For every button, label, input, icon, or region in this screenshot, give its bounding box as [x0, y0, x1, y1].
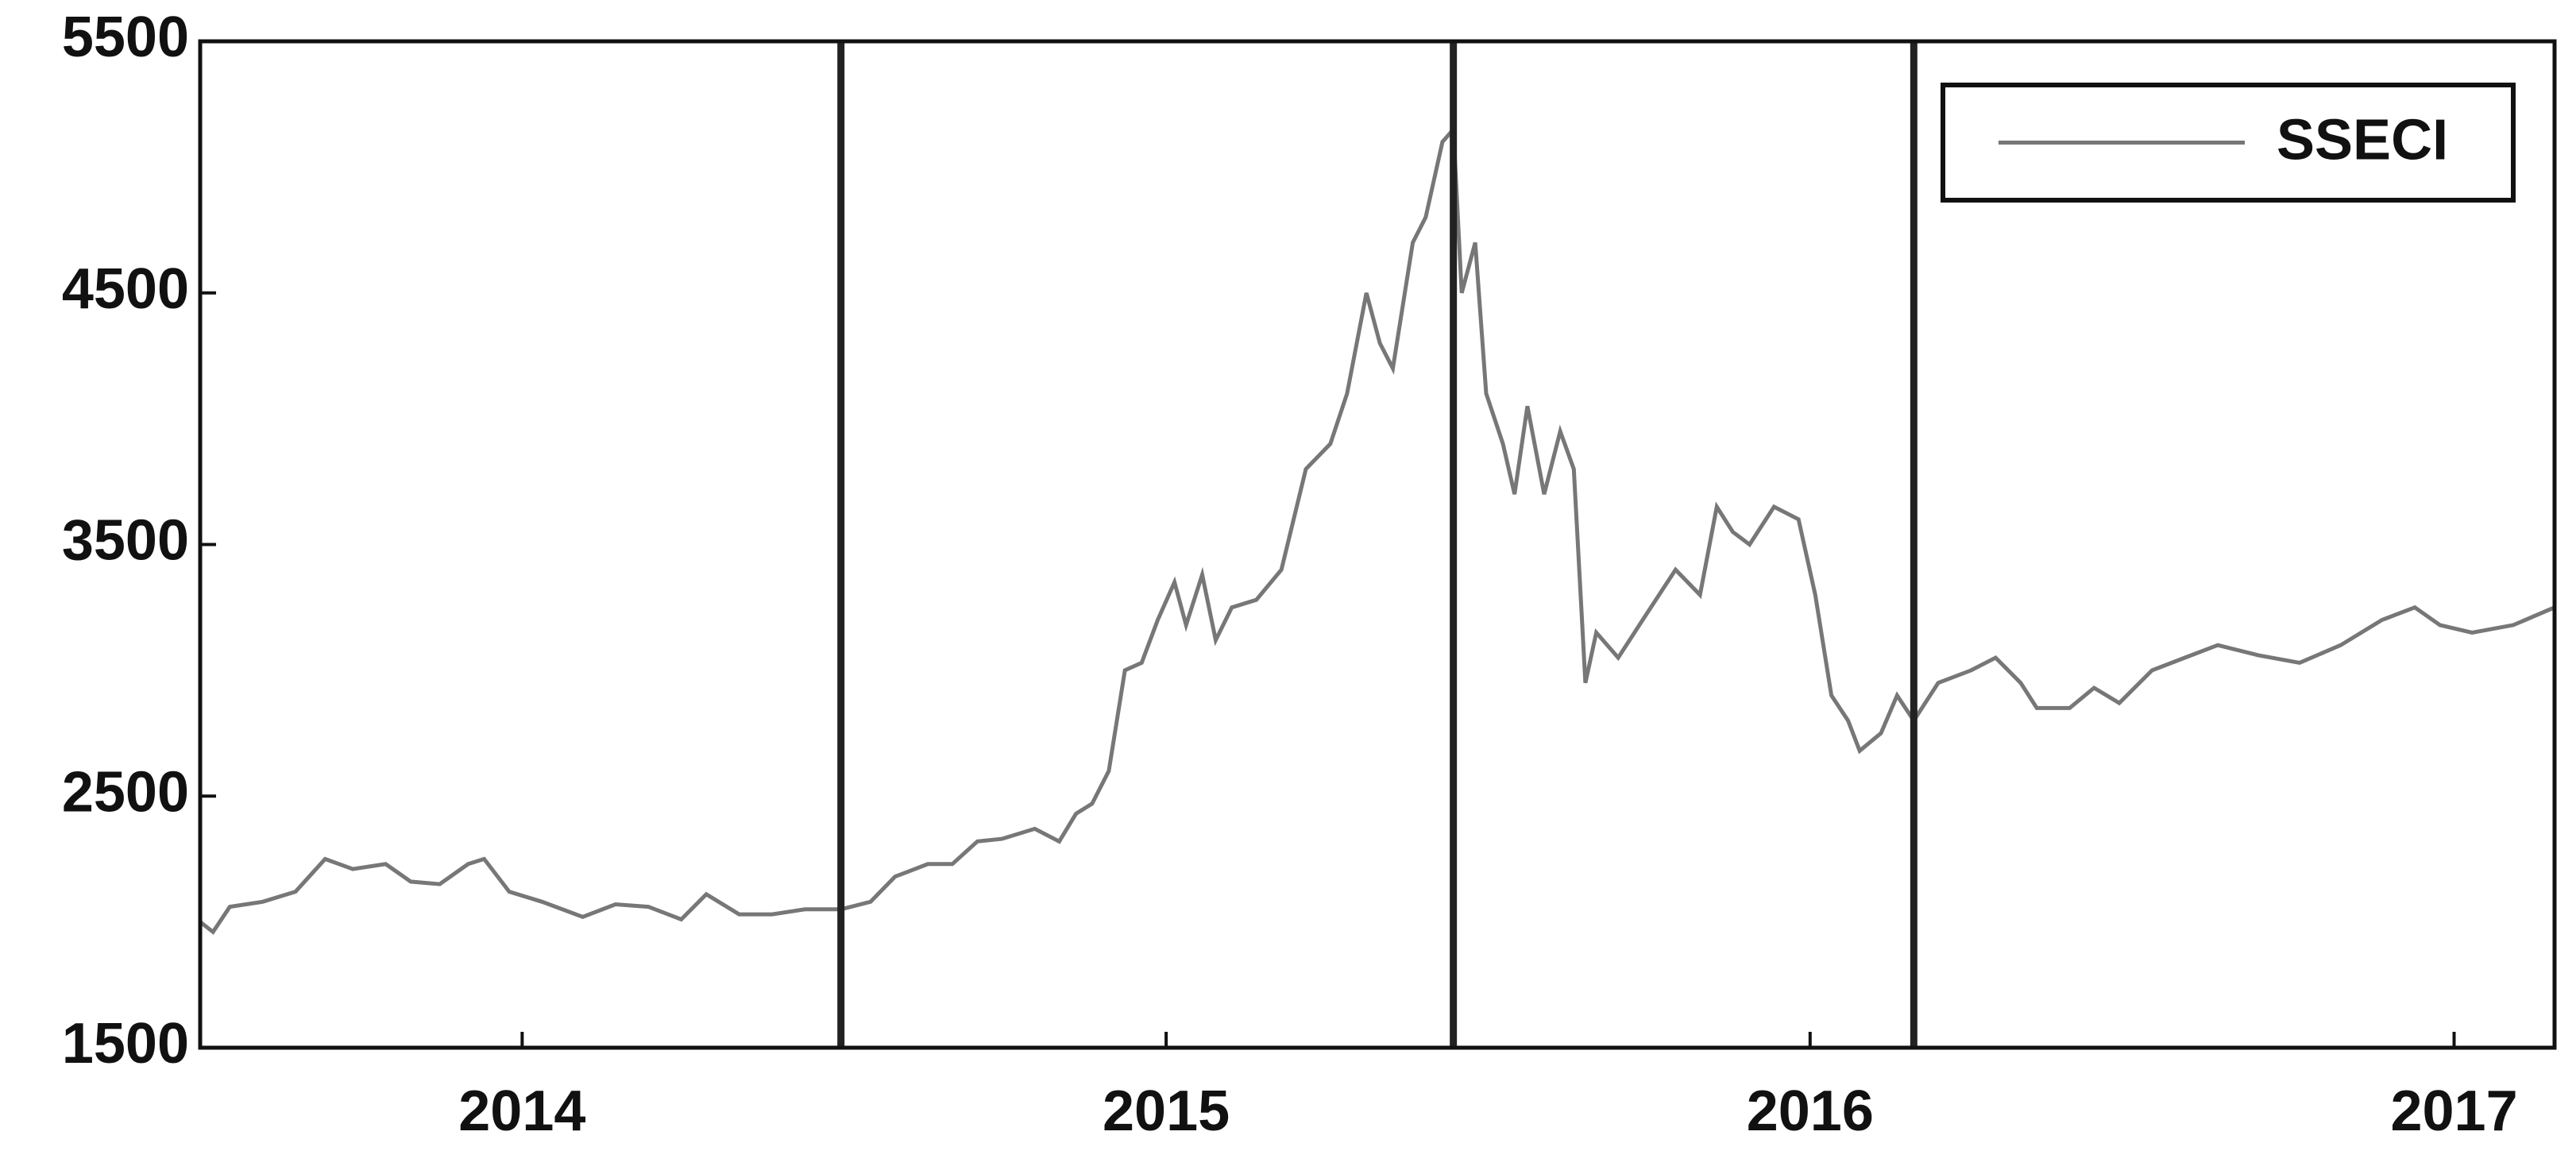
- x-tick-label: 2016: [1747, 1079, 1874, 1143]
- y-tick-label: 5500: [62, 6, 189, 69]
- y-tick-label: 3500: [62, 509, 189, 573]
- x-tick-label: 2014: [458, 1079, 585, 1143]
- series-line: [199, 124, 2555, 935]
- x-tick-label: 2015: [1103, 1079, 1230, 1143]
- legend-label: SSECI: [2277, 109, 2448, 172]
- x-tick-label: 2017: [2390, 1079, 2517, 1143]
- y-tick-label: 4500: [62, 257, 189, 321]
- y-tick-label: 1500: [62, 1012, 189, 1076]
- y-tick-label: 2500: [62, 760, 189, 824]
- plot-frame: [198, 39, 2557, 1050]
